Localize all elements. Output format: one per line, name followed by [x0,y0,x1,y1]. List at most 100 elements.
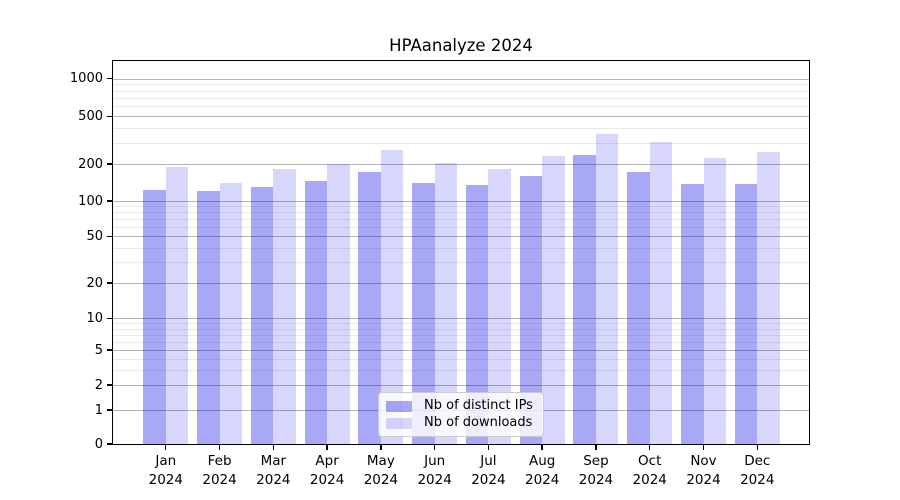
bar-downloads-feb [219,183,243,444]
gridline-major [113,164,809,165]
legend-swatch-distinct-ips [386,400,412,412]
gridline-minor [113,227,809,228]
legend-item: Nb of downloads [386,415,534,431]
gridline-major [113,78,809,80]
y-tick-label: 5 [94,342,103,358]
bar-distinct-ips-sep [573,155,596,444]
bar-distinct-ips-feb [197,191,220,444]
bar-distinct-ips-aug [519,176,543,444]
gridline-minor [113,84,809,86]
x-tick-mark [165,445,167,450]
bar-distinct-ips-dec [734,184,758,444]
x-tick-mark [380,445,382,450]
bar-downloads-sep [595,133,619,444]
chart-title: HPAanalyze 2024 [389,36,533,55]
x-tick-label: Nov 2024 [686,453,721,488]
x-tick-label: Apr 2024 [309,453,345,488]
bar-downloads-jun [434,163,458,444]
y-tick-mark [107,115,112,117]
gridline-minor [113,219,809,221]
x-tick-mark [541,445,543,450]
gridline-minor [113,369,809,371]
x-tick-label: Feb 2024 [202,453,237,488]
x-tick-label: Aug 2024 [525,453,560,488]
gridline-minor [113,358,809,360]
bar-downloads-may [380,150,404,444]
y-tick-label: 10 [86,310,103,326]
y-tick-label: 20 [86,275,103,291]
x-tick-label: Jun 2024 [417,453,452,488]
bar-downloads-apr [327,164,350,444]
y-tick-label: 200 [78,156,103,172]
x-tick-label: Mar 2024 [256,453,291,488]
bar-downloads-jul [488,169,511,444]
gridline-minor [113,106,809,108]
y-tick-mark [107,384,112,386]
y-tick-mark [107,317,112,319]
x-tick-label: May 2024 [363,453,399,488]
gridline-minor [113,142,809,144]
x-tick-label: Jul 2024 [471,453,506,488]
gridline-major [113,350,809,351]
y-tick-label: 500 [78,108,103,124]
y-tick-mark [107,409,112,411]
y-tick-label: 1000 [69,71,103,87]
x-tick-mark [702,445,705,450]
y-tick-label: 2 [94,377,103,393]
bar-distinct-ips-apr [304,181,328,444]
bar-distinct-ips-mar [250,186,274,444]
x-tick-mark [487,445,490,450]
legend-label: Nb of distinct IPs [424,398,533,413]
gridline-minor [113,334,809,336]
x-tick-mark [595,445,597,450]
y-tick-mark [107,349,112,351]
y-tick-mark [107,78,112,80]
bar-distinct-ips-oct [627,172,650,444]
gridline-minor [113,262,809,264]
legend: Nb of distinct IPs Nb of downloads [378,392,544,437]
x-tick-mark [756,445,758,450]
y-tick-mark [107,235,112,237]
x-tick-label: Oct 2024 [632,453,667,488]
legend-swatch-downloads [386,417,412,429]
x-tick-mark [218,445,221,450]
x-tick-label: Dec 2024 [740,453,775,488]
gridline-minor [113,90,809,92]
bar-downloads-mar [273,169,296,444]
gridline-major [113,116,809,118]
x-tick-mark [433,445,436,450]
y-tick-label: 50 [86,228,103,244]
legend-label: Nb of downloads [424,415,533,430]
gridline-minor [113,127,809,129]
y-tick-label: 1 [94,402,103,418]
bar-downloads-oct [649,141,673,444]
gridline-major [113,201,809,202]
gridline-major [113,318,809,320]
y-tick-mark [107,200,112,202]
y-tick-mark [107,282,112,284]
x-tick-label: Jan 2024 [148,453,183,488]
y-tick-mark [107,163,112,165]
bar-distinct-ips-jul [465,184,489,444]
bar-distinct-ips-may [358,171,381,444]
bar-distinct-ips-jan [143,190,166,444]
y-tick-label: 0 [94,436,103,452]
bar-distinct-ips-jun [412,182,435,444]
gridline-major [113,385,809,386]
x-tick-mark [649,445,651,450]
legend-item: Nb of distinct IPs [386,398,534,414]
gridline-minor [113,206,809,208]
bar-downloads-dec [757,152,780,444]
bar-distinct-ips-nov [681,184,704,444]
gridline-minor [113,323,809,325]
y-tick-label: 100 [78,193,103,209]
bar-downloads-aug [542,155,565,444]
gridline-minor [113,247,809,249]
bar-downloads-jan [165,167,189,444]
gridline-minor [113,328,809,330]
y-tick-mark [107,443,112,445]
x-tick-mark [326,445,328,450]
gridline-minor [113,212,809,214]
gridline-minor [113,98,809,100]
